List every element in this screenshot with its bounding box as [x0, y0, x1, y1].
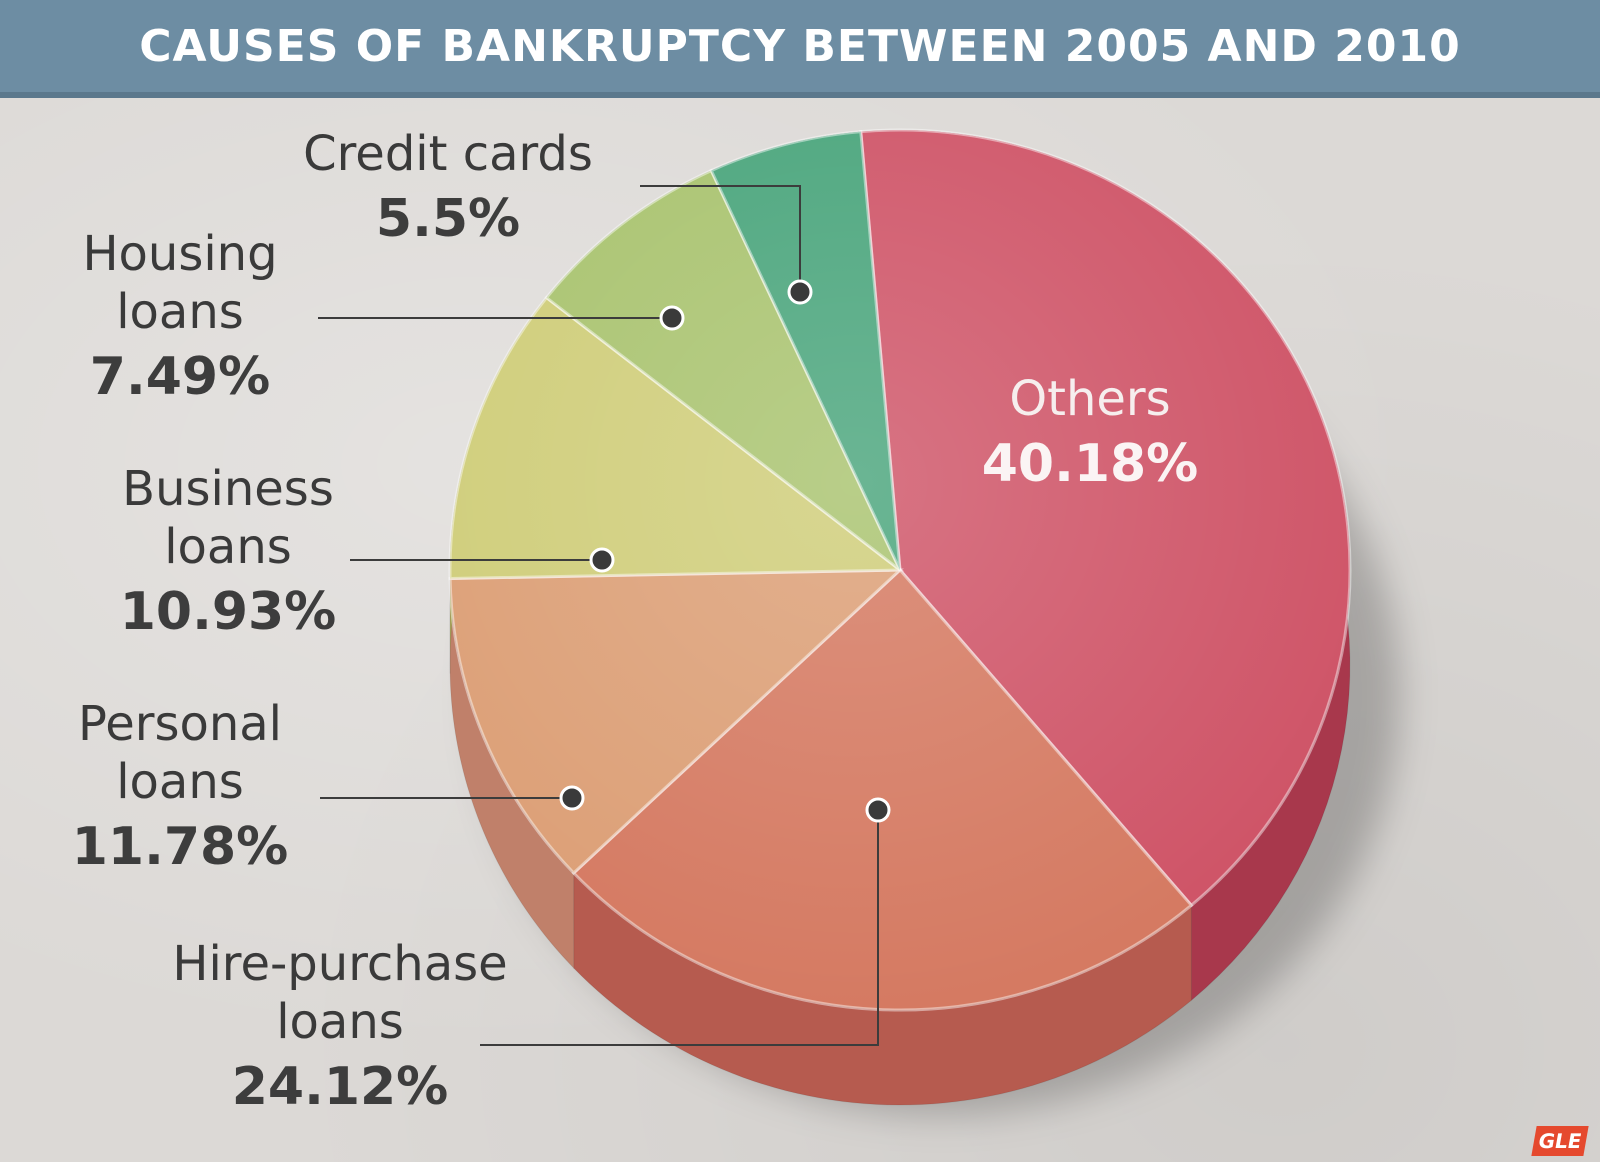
slice-label-2-line-1: loans	[116, 754, 244, 810]
slice-label-2-line-0: Personal	[78, 696, 282, 752]
slice-value-2: 11.78%	[72, 817, 289, 877]
slice-value-1: 24.12%	[232, 1057, 449, 1117]
leader-dot-5	[787, 279, 813, 305]
leader-dot-2	[559, 785, 585, 811]
leader-dot-3	[589, 547, 615, 573]
slice-label-4-line-1: loans	[116, 284, 244, 340]
chart-title: CAUSES OF BANKRUPTCY BETWEEN 2005 AND 20…	[139, 20, 1461, 72]
slice-value-3: 10.93%	[120, 582, 337, 642]
leader-dot-1	[865, 797, 891, 823]
slice-value-4: 7.49%	[90, 347, 270, 407]
slice-label-3-line-0: Business	[122, 461, 334, 517]
leader-dot-4	[659, 305, 685, 331]
slice-label-3-line-1: loans	[164, 519, 292, 575]
title-bar: CAUSES OF BANKRUPTCY BETWEEN 2005 AND 20…	[0, 0, 1600, 98]
publisher-logo: GLE	[1531, 1126, 1589, 1156]
leader-line-1	[480, 810, 879, 1046]
slice-value-5: 5.5%	[376, 189, 520, 249]
pie-highlight	[450, 130, 1350, 1010]
slice-label-1-line-1: loans	[276, 994, 404, 1050]
slice-label-5-line-0: Credit cards	[303, 126, 593, 182]
slice-label-0-line-0: Others	[1009, 371, 1170, 427]
slice-label-1-line-0: Hire-purchase	[172, 936, 507, 992]
slice-label-4-line-0: Housing	[82, 226, 277, 282]
slice-value-0: 40.18%	[982, 434, 1199, 494]
leader-line-5	[640, 185, 801, 292]
